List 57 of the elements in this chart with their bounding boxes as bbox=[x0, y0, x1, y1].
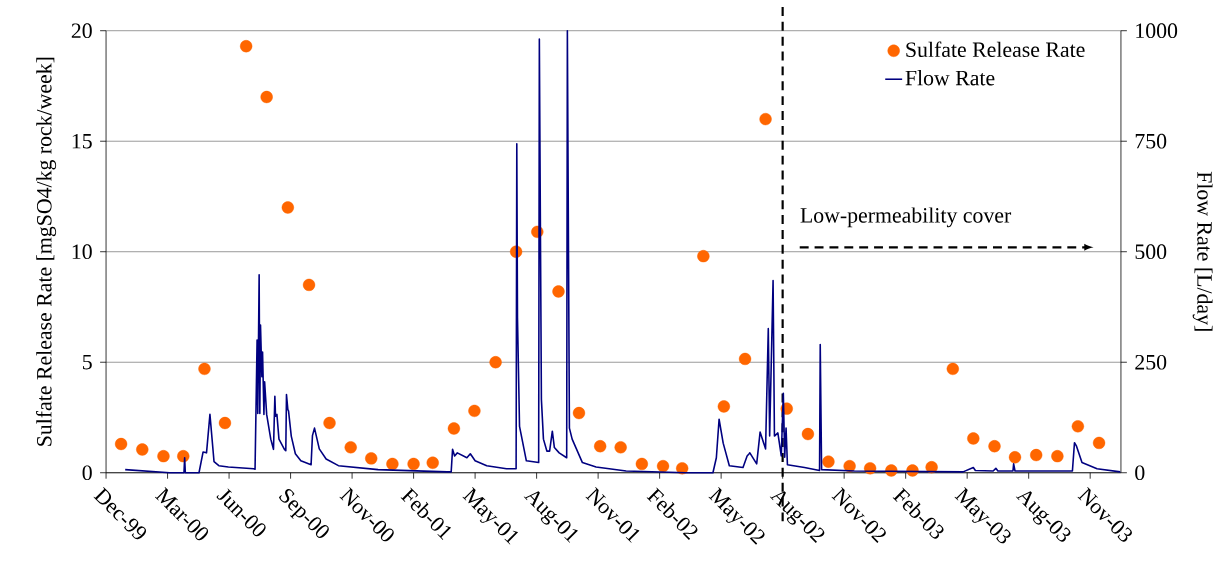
point bbox=[198, 362, 211, 376]
point bbox=[386, 457, 399, 471]
legend-label: Sulfate Release Rate bbox=[906, 41, 1085, 58]
point bbox=[738, 352, 752, 366]
point bbox=[447, 422, 461, 435]
y2-tick-label: 250 bbox=[1135, 354, 1167, 370]
point bbox=[801, 428, 815, 441]
legend-label: Flow Rate bbox=[905, 70, 995, 86]
point bbox=[925, 461, 938, 474]
point bbox=[1030, 449, 1043, 462]
point bbox=[946, 362, 959, 376]
y2-tick-label: 750 bbox=[1135, 133, 1167, 149]
y-tick-label: 0 bbox=[82, 465, 92, 481]
point bbox=[177, 450, 190, 463]
y2-tick-label: 0 bbox=[1135, 465, 1145, 481]
point bbox=[489, 356, 502, 369]
point bbox=[635, 457, 649, 471]
line-series bbox=[124, 30, 1122, 474]
point bbox=[407, 457, 420, 471]
point bbox=[114, 437, 128, 451]
point bbox=[157, 450, 170, 463]
point bbox=[1051, 450, 1064, 463]
y-tick-label: 15 bbox=[72, 134, 92, 149]
y-tick-label: 5 bbox=[83, 355, 92, 370]
point bbox=[426, 456, 439, 470]
point bbox=[988, 440, 1001, 453]
y-tick-label: 20 bbox=[71, 23, 92, 39]
point bbox=[365, 452, 378, 465]
point bbox=[1008, 451, 1022, 464]
point bbox=[323, 416, 336, 430]
point bbox=[344, 441, 357, 454]
point bbox=[240, 40, 253, 53]
point bbox=[759, 113, 772, 126]
y2-tick-label: 500 bbox=[1135, 244, 1167, 260]
point bbox=[218, 416, 232, 430]
point bbox=[822, 455, 835, 468]
point bbox=[281, 201, 294, 214]
y-axis-title: Sulfate Release Rate [mgSO4/kg rock/week] bbox=[36, 57, 57, 446]
point bbox=[260, 90, 273, 104]
point bbox=[967, 432, 980, 445]
point bbox=[697, 250, 710, 263]
point bbox=[1092, 436, 1106, 450]
point bbox=[1071, 420, 1085, 433]
point bbox=[614, 441, 627, 454]
point bbox=[572, 407, 586, 420]
point bbox=[302, 278, 316, 292]
point bbox=[676, 462, 689, 475]
y2-axis-title: Flow Rate [L/day] bbox=[1192, 171, 1213, 331]
point bbox=[594, 440, 607, 453]
point bbox=[717, 400, 731, 413]
point bbox=[468, 404, 481, 418]
annotation: Low-permeability cover bbox=[800, 207, 1012, 228]
point bbox=[552, 285, 565, 298]
y2-tick-label: 1000 bbox=[1136, 23, 1178, 39]
y-tick-label: 10 bbox=[72, 244, 92, 260]
point bbox=[136, 443, 149, 456]
point bbox=[656, 460, 670, 473]
